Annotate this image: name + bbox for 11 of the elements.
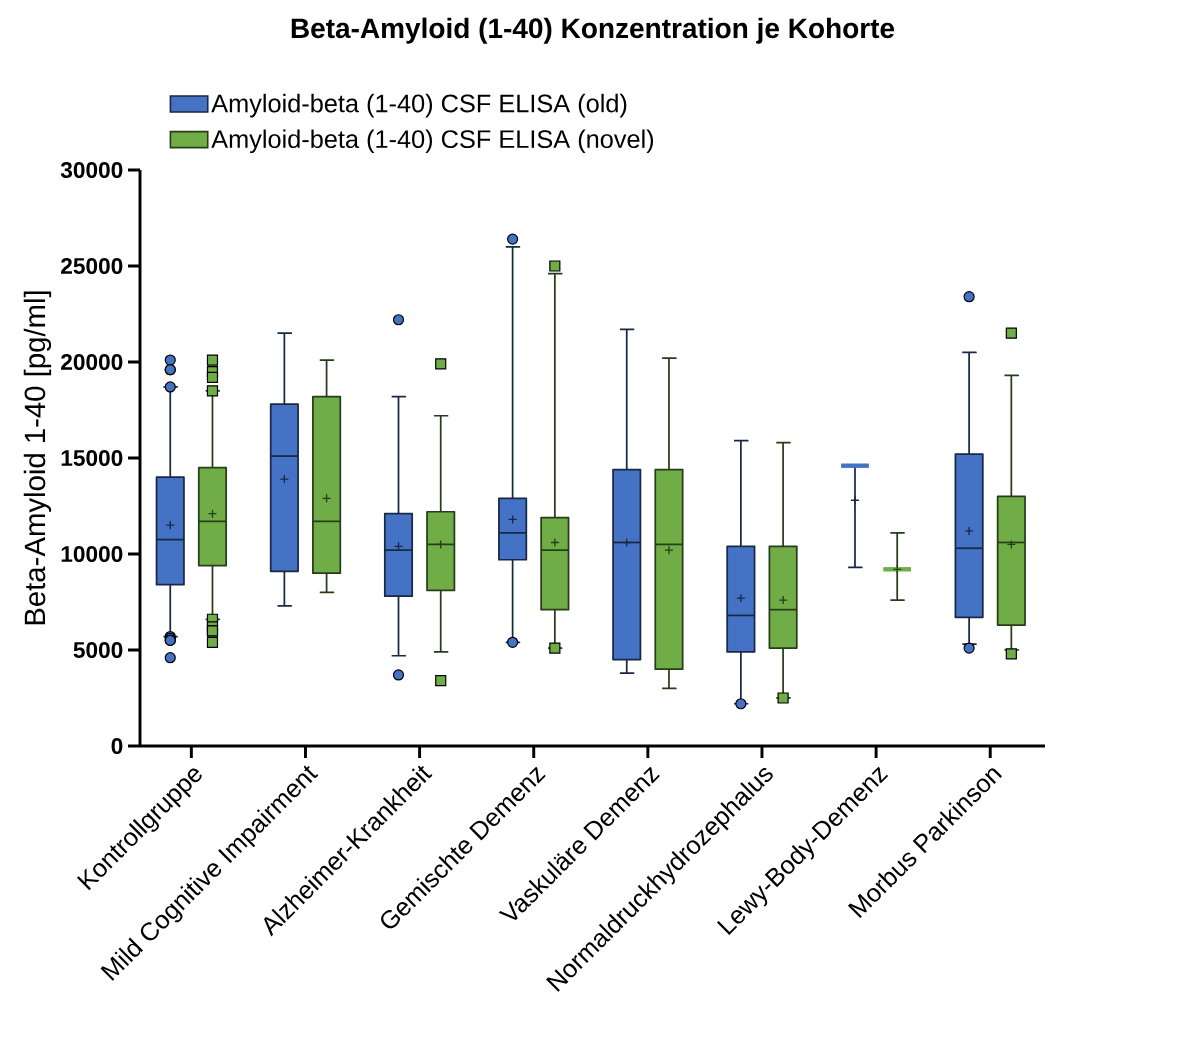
legend-label: Amyloid-beta (1-40) CSF ELISA (old) — [211, 93, 627, 118]
y-axis-title: Beta-Amyloid 1-40 [pg/ml] — [23, 291, 52, 625]
y-tick-label: 30000 — [60, 161, 123, 179]
y-tick-label: 10000 — [61, 545, 123, 563]
y-tick-label: 15000 — [61, 449, 123, 467]
chart-title: Beta-Amyloid (1-40) Konzentration je Kohorte — [291, 17, 895, 44]
y-tick-label: 25000 — [61, 257, 123, 275]
legend-label: Amyloid-beta (1-40) CSF ELISA (novel) — [211, 129, 654, 154]
y-tick-label: 20000 — [61, 353, 123, 371]
y-tick-label: 0 — [111, 737, 123, 755]
y-tick-label: 5000 — [73, 641, 123, 659]
